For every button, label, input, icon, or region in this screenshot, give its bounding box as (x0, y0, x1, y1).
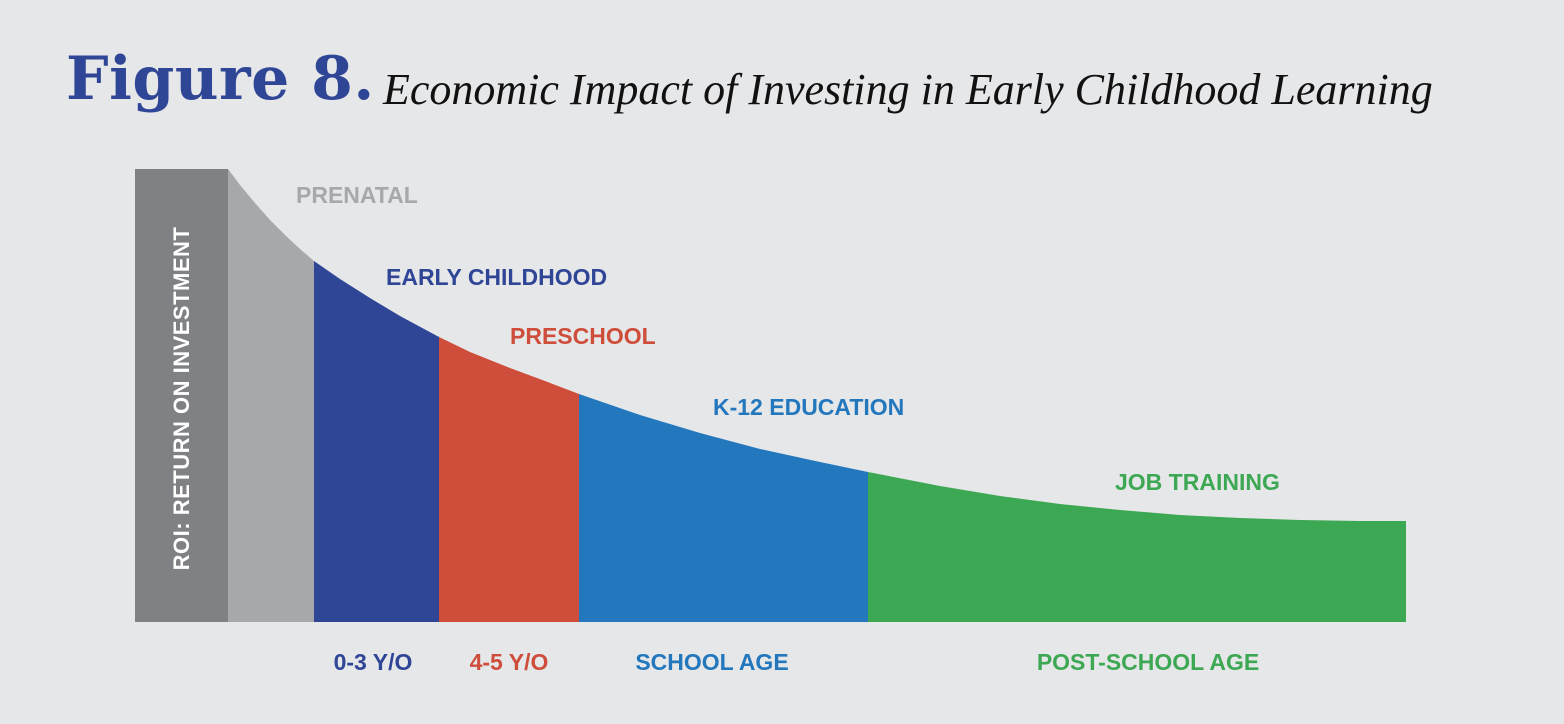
figure-number: Figure 8. (66, 44, 375, 114)
segment-early-childhood (314, 261, 439, 622)
y-axis-bar (135, 169, 228, 622)
segment-label-job-training: JOB TRAINING (1115, 469, 1280, 495)
stage-label-preschool: 4-5 Y/O (470, 649, 549, 675)
segment-prenatal (228, 169, 314, 622)
figure-title: Economic Impact of Investing in Early Ch… (383, 65, 1433, 114)
segment-preschool (439, 337, 579, 622)
stage-label-early-childhood: 0-3 Y/O (334, 649, 413, 675)
segment-k-12-education (579, 394, 868, 622)
segment-label-preschool: PRESCHOOL (510, 323, 656, 349)
segment-label-early-childhood: EARLY CHILDHOOD (386, 264, 607, 290)
segment-label-k-12-education: K-12 EDUCATION (713, 394, 904, 420)
y-axis-label: ROI: RETURN ON INVESTMENT (169, 227, 194, 571)
stage-label-k-12-education: SCHOOL AGE (635, 649, 788, 675)
segment-job-training (868, 472, 1406, 622)
segment-label-prenatal: PRENATAL (296, 182, 418, 208)
stage-label-job-training: POST-SCHOOL AGE (1037, 649, 1259, 675)
